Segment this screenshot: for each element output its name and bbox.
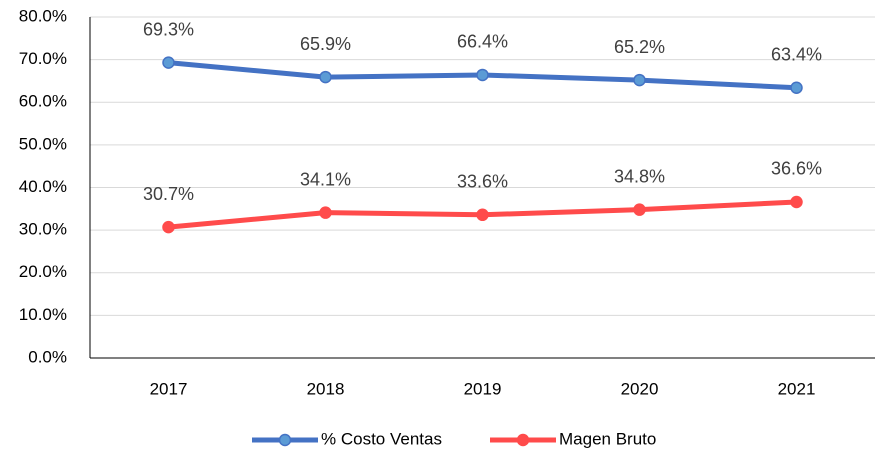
data-label: 33.6%: [457, 172, 508, 192]
legend-marker: [278, 433, 292, 447]
marker: [162, 220, 175, 234]
x-tick-label: 2017: [150, 379, 188, 398]
y-tick-label: 0.0%: [28, 347, 67, 366]
marker: [476, 68, 489, 82]
marker: [319, 206, 332, 219]
data-label: 34.1%: [300, 169, 351, 189]
marker: [319, 70, 332, 84]
marker: [633, 73, 646, 87]
legend-label: Magen Bruto: [559, 429, 656, 448]
marker: [476, 208, 489, 222]
y-tick-label: 40.0%: [19, 177, 67, 196]
marker: [633, 203, 646, 216]
x-tick-label: 2020: [621, 379, 659, 398]
y-tick-label: 80.0%: [19, 6, 67, 25]
marker: [790, 81, 803, 95]
data-label: 65.2%: [614, 37, 665, 57]
y-tick-label: 60.0%: [19, 92, 67, 111]
marker: [162, 56, 175, 69]
y-tick-label: 10.0%: [19, 305, 67, 324]
x-tick-label: 2019: [464, 379, 502, 398]
data-label: 63.4%: [771, 45, 822, 65]
legend-marker: [516, 433, 530, 447]
x-tick-label: 2021: [778, 379, 816, 398]
data-label: 36.6%: [771, 159, 822, 179]
y-tick-label: 70.0%: [19, 49, 67, 68]
data-label: 65.9%: [300, 34, 351, 54]
data-label: 66.4%: [457, 32, 508, 52]
y-tick-label: 50.0%: [19, 134, 67, 153]
marker: [790, 195, 803, 209]
legend-label: % Costo Ventas: [321, 429, 442, 448]
data-label: 30.7%: [143, 184, 194, 204]
y-tick-label: 30.0%: [19, 220, 67, 239]
data-label: 34.8%: [614, 166, 665, 186]
x-tick-label: 2018: [307, 379, 345, 398]
y-tick-label: 20.0%: [19, 262, 67, 281]
data-label: 69.3%: [143, 19, 194, 39]
